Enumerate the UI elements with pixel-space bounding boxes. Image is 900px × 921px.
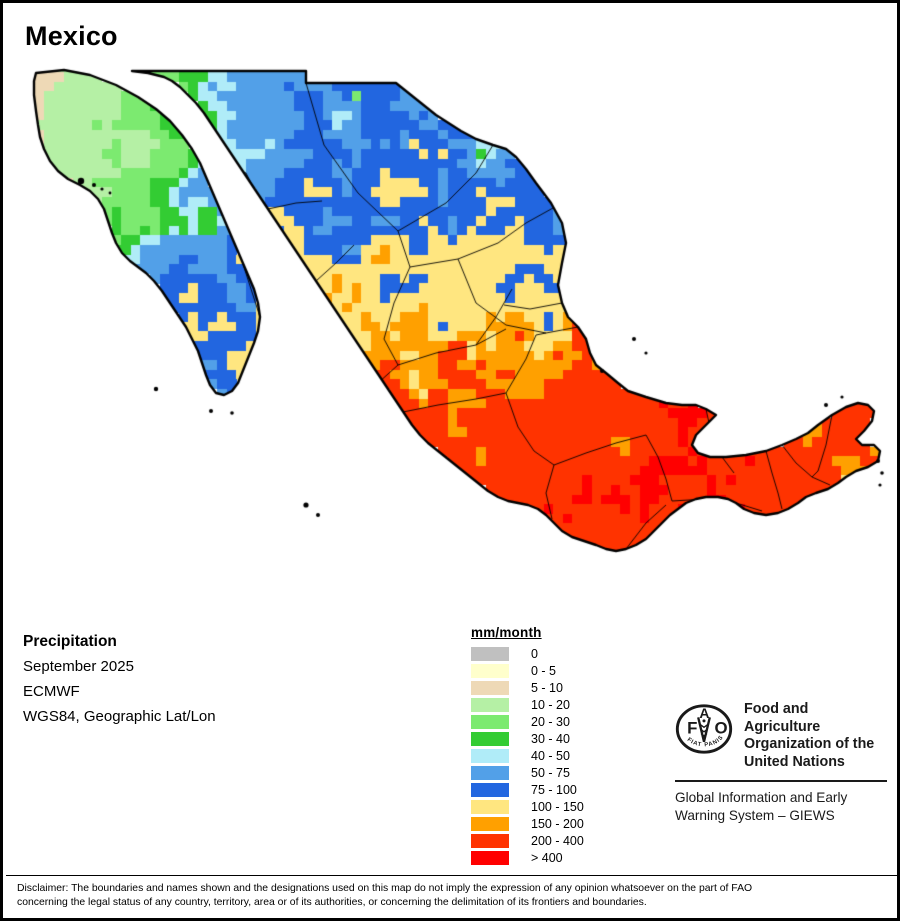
legend-row: 10 - 20 [471, 696, 584, 713]
legend-row: 200 - 400 [471, 832, 584, 849]
svg-text:F: F [687, 719, 697, 738]
legend-swatch [471, 680, 509, 695]
legend-label: 150 - 200 [531, 816, 584, 831]
fao-giews-label: Global Information and Early Warning Sys… [675, 789, 887, 825]
legend-label: 30 - 40 [531, 731, 570, 746]
page-title: Mexico [25, 21, 118, 51]
svg-text:O: O [714, 719, 727, 738]
legend-label: 75 - 100 [531, 782, 577, 797]
legend-label: 0 [531, 646, 538, 661]
legend-swatch [471, 816, 509, 831]
disclaimer-divider [6, 875, 897, 876]
legend-row: 20 - 30 [471, 713, 584, 730]
legend-swatch [471, 782, 509, 797]
legend-title: mm/month [471, 625, 542, 640]
legend-swatch [471, 799, 509, 814]
legend-label: 20 - 30 [531, 714, 570, 729]
legend-swatch [471, 697, 509, 712]
info-source: ECMWF [23, 683, 80, 700]
legend-label: 40 - 50 [531, 748, 570, 763]
legend-swatch [471, 714, 509, 729]
giews-line-1: Global Information and Early [675, 790, 848, 805]
fao-logo-icon: F A O FIAT PANIS [675, 700, 733, 758]
legend-row: 5 - 10 [471, 679, 584, 696]
legend-label: > 400 [531, 850, 563, 865]
legend-swatch [471, 646, 509, 661]
legend-swatch [471, 833, 509, 848]
legend-row: > 400 [471, 849, 584, 866]
disclaimer-line-2: concerning the legal status of any count… [17, 896, 647, 908]
info-variable: Precipitation [23, 633, 117, 650]
fao-name-line-1: Food and Agriculture [744, 701, 821, 735]
map-graphic [6, 53, 896, 613]
fao-logo-and-name: F A O FIAT PANIS Food and Agriculture Or… [675, 700, 887, 771]
map-info-block: Precipitation September 2025 ECMWF WGS84… [23, 629, 216, 729]
legend-row: 40 - 50 [471, 747, 584, 764]
fao-branding-block: F A O FIAT PANIS Food and Agriculture Or… [675, 700, 887, 825]
legend-label: 200 - 400 [531, 833, 584, 848]
fao-organization-name: Food and Agriculture Organization of the… [744, 700, 887, 771]
legend-row: 75 - 100 [471, 781, 584, 798]
legend-swatch [471, 731, 509, 746]
legend-swatch [471, 748, 509, 763]
legend-swatch [471, 850, 509, 865]
legend-row: 150 - 200 [471, 815, 584, 832]
legend: mm/month 0 0 - 5 5 - 10 10 - 20 20 - 30 30 - … [471, 625, 584, 866]
legend-row: 30 - 40 [471, 730, 584, 747]
legend-row: 100 - 150 [471, 798, 584, 815]
info-period: September 2025 [23, 658, 134, 675]
fao-name-line-3: United Nations [744, 753, 845, 770]
fao-divider [675, 780, 887, 782]
legend-label: 100 - 150 [531, 799, 584, 814]
precipitation-raster-canvas [6, 53, 896, 613]
disclaimer-text: Disclaimer: The boundaries and names sho… [17, 882, 889, 909]
legend-label: 5 - 10 [531, 680, 563, 695]
svg-text:A: A [699, 705, 709, 721]
legend-row: 0 - 5 [471, 662, 584, 679]
legend-swatch [471, 663, 509, 678]
legend-row: 0 [471, 645, 584, 662]
legend-label: 50 - 75 [531, 765, 570, 780]
legend-label: 0 - 5 [531, 663, 557, 678]
info-projection: WGS84, Geographic Lat/Lon [23, 708, 216, 725]
giews-line-2: Warning System – GIEWS [675, 808, 835, 823]
fao-name-line-2: Organization of the [744, 736, 875, 752]
disclaimer-line-1: Disclaimer: The boundaries and names sho… [17, 883, 753, 894]
legend-label: 10 - 20 [531, 697, 570, 712]
legend-rows: 0 0 - 5 5 - 10 10 - 20 20 - 30 30 - 40 40 - 50… [471, 645, 584, 866]
legend-swatch [471, 765, 509, 780]
legend-row: 50 - 75 [471, 764, 584, 781]
